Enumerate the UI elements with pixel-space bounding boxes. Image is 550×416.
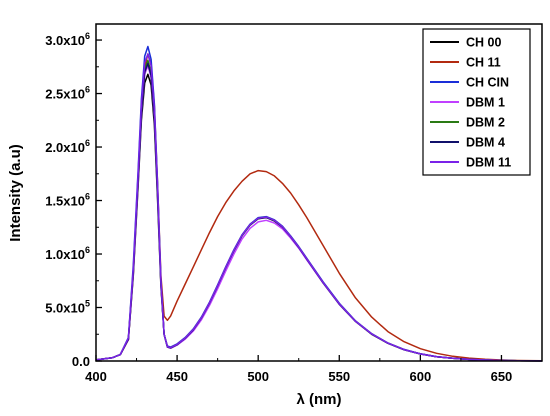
plot-frame bbox=[95, 23, 543, 362]
ticks-layer: 400 450 500 550 600 650 0.0 5.0x105 1.0x106 1.5x1… bbox=[45, 31, 512, 384]
series-layer bbox=[95, 45, 543, 362]
x-tick-label: 600 bbox=[410, 369, 432, 384]
legend: CH 00 CH 11 CH CIN DBM 1 DBM 2 DBM 4 DBM 11 bbox=[422, 28, 531, 176]
x-tick-label: 650 bbox=[491, 369, 513, 384]
x-tick-label: 550 bbox=[328, 369, 350, 384]
y-axis-title: Intensity (a.u) bbox=[7, 144, 24, 242]
y-tick-label: 1.5x106 bbox=[45, 192, 90, 209]
x-axis-title: λ (nm) bbox=[297, 391, 342, 408]
legend-label: CH 11 bbox=[466, 56, 501, 70]
legend-label: DBM 4 bbox=[466, 136, 505, 150]
x-tick-label: 400 bbox=[85, 369, 107, 384]
y-tick-label: 3.0x106 bbox=[45, 31, 90, 48]
series-line-dbm-11 bbox=[95, 53, 543, 362]
y-tick-label: 2.0x106 bbox=[45, 138, 90, 155]
y-tick-label: 2.5x106 bbox=[45, 85, 90, 102]
legend-label: CH CIN bbox=[466, 76, 509, 90]
y-tick-label: 1.0x106 bbox=[45, 245, 90, 262]
legend-label: DBM 2 bbox=[466, 116, 505, 130]
y-tick-label: 0.0 bbox=[72, 354, 90, 369]
x-tick-label: 450 bbox=[166, 369, 188, 384]
legend-label: DBM 1 bbox=[466, 96, 505, 110]
x-tick-label: 500 bbox=[247, 369, 269, 384]
legend-label: DBM 11 bbox=[466, 156, 511, 170]
legend-label: CH 00 bbox=[466, 36, 501, 50]
y-tick-label: 5.0x105 bbox=[45, 299, 90, 316]
